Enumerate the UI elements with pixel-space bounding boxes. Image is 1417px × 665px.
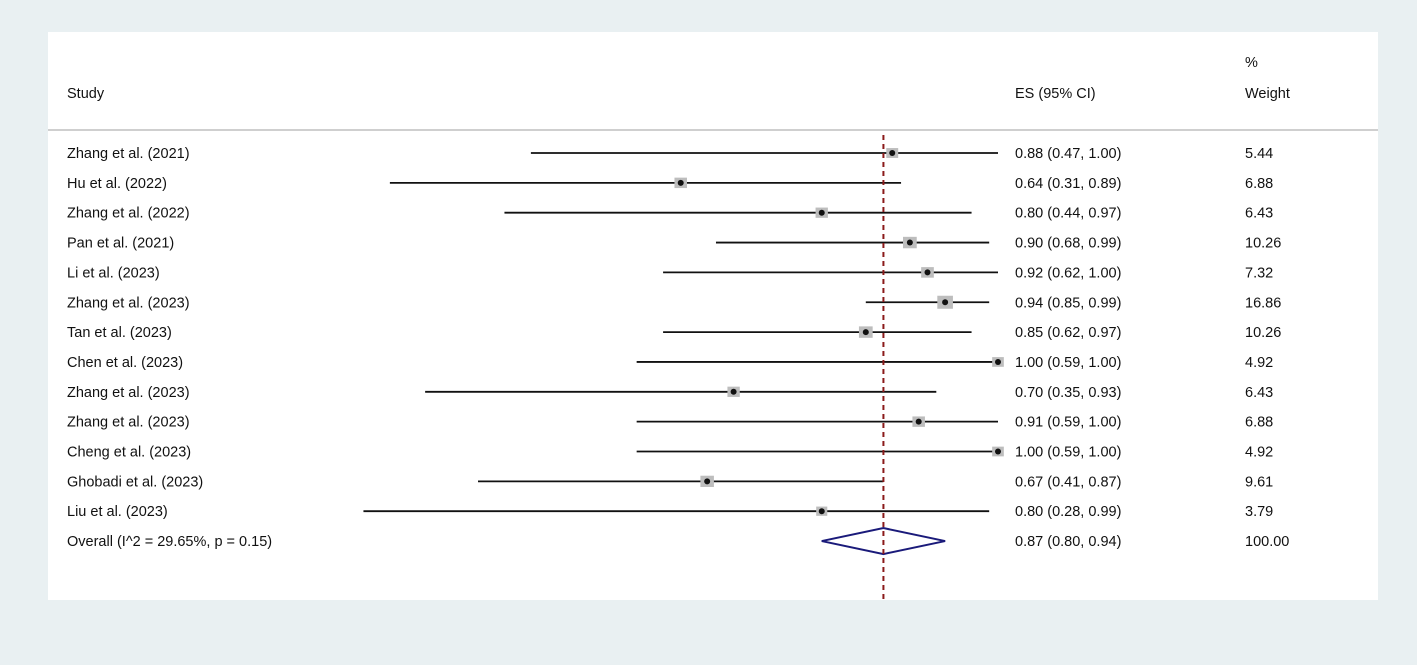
- study-label: Hu et al. (2022): [67, 176, 167, 192]
- study-weight: 6.88: [1245, 176, 1273, 192]
- overall-diamond: [821, 527, 946, 556]
- overall-label: Overall (I^2 = 29.65%, p = 0.15): [67, 534, 272, 550]
- study-point: [889, 150, 896, 156]
- study-weight: 3.79: [1245, 504, 1273, 520]
- study-point: [818, 209, 825, 216]
- header-study: Study: [67, 86, 105, 102]
- study-point: [995, 358, 1001, 365]
- study-es-ci: 0.80 (0.44, 0.97): [1015, 206, 1121, 222]
- study-point: [942, 299, 949, 306]
- study-weight: 4.92: [1245, 355, 1273, 371]
- study-es-ci: 0.70 (0.35, 0.93): [1015, 385, 1121, 401]
- header-weight-percent: %: [1245, 55, 1258, 71]
- study-weight: 9.61: [1245, 474, 1273, 490]
- study-label: Tan et al. (2023): [67, 325, 172, 341]
- study-label: Zhang et al. (2023): [67, 415, 190, 431]
- forest-plot-svg: Study ES (95% CI) % Weight Zhang et al. …: [48, 55, 1378, 600]
- study-label: Zhang et al. (2021): [67, 146, 190, 162]
- study-point: [915, 418, 922, 425]
- header-weight: Weight: [1245, 86, 1290, 102]
- study-point: [677, 179, 684, 186]
- study-point: [862, 329, 869, 336]
- study-point: [730, 388, 737, 395]
- study-es-ci: 0.85 (0.62, 0.97): [1015, 325, 1121, 341]
- study-label: Ghobadi et al. (2023): [67, 474, 203, 490]
- study-label: Zhang et al. (2022): [67, 206, 190, 222]
- study-weight: 6.43: [1245, 385, 1273, 401]
- study-es-ci: 0.80 (0.28, 0.99): [1015, 504, 1121, 520]
- study-es-ci: 1.00 (0.59, 1.00): [1015, 355, 1121, 371]
- study-weight: 4.92: [1245, 445, 1273, 461]
- study-weight: 5.44: [1245, 146, 1273, 162]
- study-label: Pan et al. (2021): [67, 236, 174, 252]
- study-weight: 7.32: [1245, 265, 1273, 281]
- study-point: [995, 448, 1001, 455]
- study-es-ci: 0.91 (0.59, 1.00): [1015, 415, 1121, 431]
- study-label: Liu et al. (2023): [67, 504, 168, 520]
- study-label: Li et al. (2023): [67, 265, 160, 281]
- overall-es-ci: 0.87 (0.80, 0.94): [1015, 534, 1121, 550]
- overall-weight: 100.00: [1245, 534, 1289, 550]
- study-weight: 16.86: [1245, 295, 1281, 311]
- study-weight: 6.43: [1245, 206, 1273, 222]
- study-es-ci: 0.88 (0.47, 1.00): [1015, 146, 1121, 162]
- study-label: Zhang et al. (2023): [67, 295, 190, 311]
- study-es-ci: 1.00 (0.59, 1.00): [1015, 445, 1121, 461]
- study-es-ci: 0.92 (0.62, 1.00): [1015, 265, 1121, 281]
- study-label: Chen et al. (2023): [67, 355, 183, 371]
- study-weight: 10.26: [1245, 325, 1281, 341]
- study-es-ci: 0.90 (0.68, 0.99): [1015, 236, 1121, 252]
- study-es-ci: 0.67 (0.41, 0.87): [1015, 474, 1121, 490]
- overall-row: Overall (I^2 = 29.65%, p = 0.15) 0.87 (0.…: [67, 527, 1289, 556]
- study-label: Zhang et al. (2023): [67, 385, 190, 401]
- study-es-ci: 0.94 (0.85, 0.99): [1015, 295, 1121, 311]
- study-label: Cheng et al. (2023): [67, 445, 191, 461]
- header-es-ci: ES (95% CI): [1015, 86, 1096, 102]
- forest-plot-panel: Study ES (95% CI) % Weight Zhang et al. …: [48, 32, 1378, 600]
- study-point: [924, 269, 931, 276]
- study-point: [906, 239, 913, 246]
- study-weight: 6.88: [1245, 415, 1273, 431]
- study-point: [818, 508, 825, 515]
- study-weight: 10.26: [1245, 236, 1281, 252]
- study-es-ci: 0.64 (0.31, 0.89): [1015, 176, 1121, 192]
- study-point: [704, 478, 711, 485]
- study-rows: Zhang et al. (2021) 0.88 (0.47, 1.00) 5.44…: [67, 146, 1281, 520]
